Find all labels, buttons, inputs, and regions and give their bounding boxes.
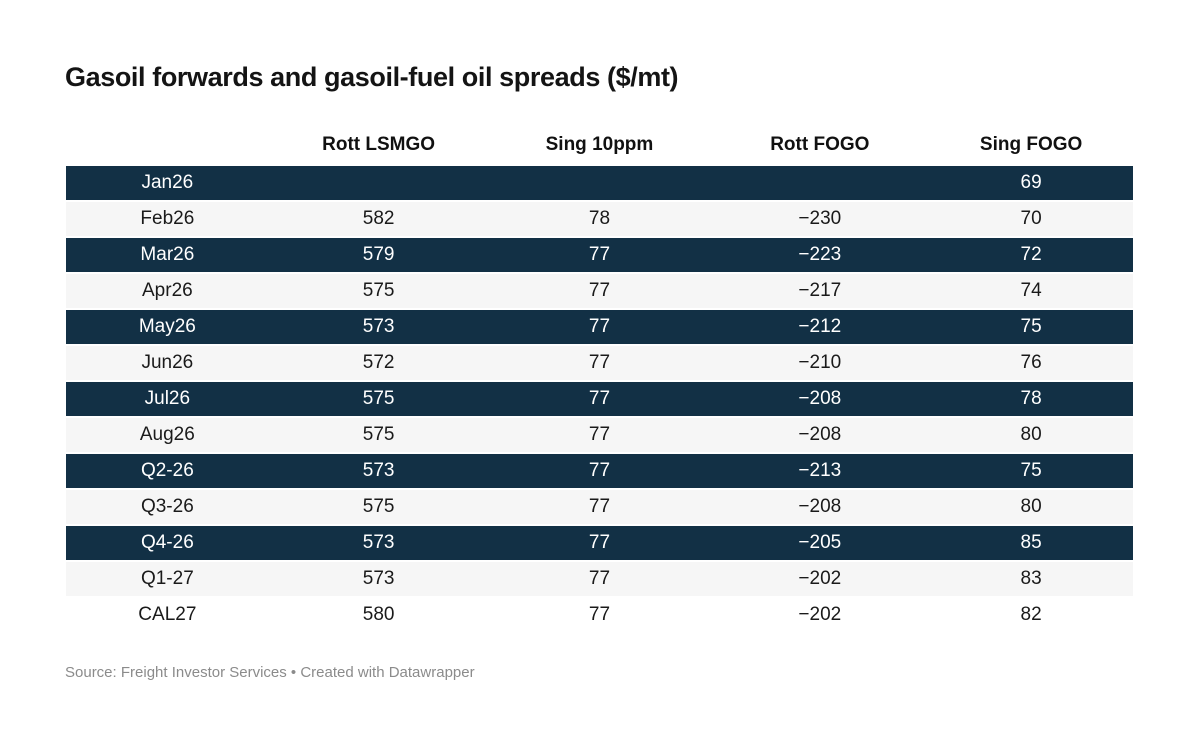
row-label-cell: Mar26 — [66, 237, 269, 274]
table-row: May26 573 77 −212 75 — [66, 309, 1133, 346]
value-cell: 78 — [929, 381, 1133, 418]
value-cell: 77 — [488, 381, 711, 418]
value-cell: 580 — [268, 597, 489, 634]
value-cell: −208 — [710, 417, 930, 454]
row-label-cell: Jul26 — [66, 381, 269, 418]
value-cell — [268, 166, 489, 202]
value-cell: 579 — [268, 237, 489, 274]
value-cell: 70 — [929, 201, 1133, 238]
table-row: Jul26 575 77 −208 78 — [66, 381, 1133, 418]
row-label-cell: Jan26 — [66, 166, 269, 202]
value-cell: 572 — [268, 345, 489, 382]
value-cell: 85 — [929, 525, 1133, 562]
table-body: Jan26 69 Feb26 582 78 −230 70 Mar26 579 77 −223 72 A… — [66, 166, 1133, 634]
row-label-column-header — [66, 94, 269, 166]
value-cell: −230 — [710, 201, 930, 238]
value-cell: 77 — [488, 561, 711, 598]
value-cell: 582 — [268, 201, 489, 238]
value-cell: 82 — [929, 597, 1133, 634]
table-row: Aug26 575 77 −208 80 — [66, 417, 1133, 454]
table-row: Jun26 572 77 −210 76 — [66, 345, 1133, 382]
table-row: Mar26 579 77 −223 72 — [66, 237, 1133, 274]
row-label-cell: Aug26 — [66, 417, 269, 454]
value-cell: −202 — [710, 561, 930, 598]
value-cell: 75 — [929, 453, 1133, 490]
chart-title: Gasoil forwards and gasoil-fuel oil spre… — [65, 62, 679, 92]
column-header: Sing FOGO — [929, 94, 1133, 166]
value-cell: 573 — [268, 525, 489, 562]
data-table-container: Rott LSMGO Sing 10ppm Rott FOGO Sing FOGO J… — [66, 94, 1133, 634]
value-cell: −210 — [710, 345, 930, 382]
value-cell: 77 — [488, 309, 711, 346]
value-cell: −208 — [710, 381, 930, 418]
value-cell: 75 — [929, 309, 1133, 346]
value-cell: −217 — [710, 273, 930, 310]
column-header: Rott FOGO — [710, 94, 930, 166]
value-cell: 77 — [488, 273, 711, 310]
value-cell: 77 — [488, 489, 711, 526]
value-cell: 74 — [929, 273, 1133, 310]
table-row: Q2-26 573 77 −213 75 — [66, 453, 1133, 490]
table-header: Rott LSMGO Sing 10ppm Rott FOGO Sing FOGO — [66, 94, 1133, 166]
table-row: Apr26 575 77 −217 74 — [66, 273, 1133, 310]
value-cell: 72 — [929, 237, 1133, 274]
value-cell: 77 — [488, 237, 711, 274]
table-row: Jan26 69 — [66, 166, 1133, 202]
row-label-cell: Jun26 — [66, 345, 269, 382]
value-cell: −202 — [710, 597, 930, 634]
row-label-cell: Q3-26 — [66, 489, 269, 526]
row-label-cell: Apr26 — [66, 273, 269, 310]
value-cell: 573 — [268, 453, 489, 490]
table-row: Q4-26 573 77 −205 85 — [66, 525, 1133, 562]
value-cell: 80 — [929, 417, 1133, 454]
value-cell: 80 — [929, 489, 1133, 526]
value-cell: 76 — [929, 345, 1133, 382]
row-label-cell: May26 — [66, 309, 269, 346]
value-cell: 575 — [268, 489, 489, 526]
table-row: Feb26 582 78 −230 70 — [66, 201, 1133, 238]
row-label-cell: Q4-26 — [66, 525, 269, 562]
data-table: Rott LSMGO Sing 10ppm Rott FOGO Sing FOGO J… — [66, 94, 1133, 634]
value-cell: 77 — [488, 597, 711, 634]
row-label-cell: Q1-27 — [66, 561, 269, 598]
value-cell: 77 — [488, 525, 711, 562]
table-row: Q1-27 573 77 −202 83 — [66, 561, 1133, 598]
column-header: Sing 10ppm — [488, 94, 711, 166]
value-cell: 78 — [488, 201, 711, 238]
source-line: Source: Freight Investor Services • Crea… — [65, 664, 475, 681]
value-cell: 575 — [268, 273, 489, 310]
value-cell: 575 — [268, 417, 489, 454]
value-cell: −223 — [710, 237, 930, 274]
value-cell: −208 — [710, 489, 930, 526]
table-row: Q3-26 575 77 −208 80 — [66, 489, 1133, 526]
row-label-cell: CAL27 — [66, 597, 269, 634]
value-cell: −212 — [710, 309, 930, 346]
table-row: CAL27 580 77 −202 82 — [66, 597, 1133, 634]
column-header: Rott LSMGO — [268, 94, 489, 166]
value-cell: 575 — [268, 381, 489, 418]
value-cell: 83 — [929, 561, 1133, 598]
header-row: Rott LSMGO Sing 10ppm Rott FOGO Sing FOGO — [66, 94, 1133, 166]
value-cell: 573 — [268, 309, 489, 346]
value-cell: −213 — [710, 453, 930, 490]
value-cell — [488, 166, 711, 202]
row-label-cell: Q2-26 — [66, 453, 269, 490]
value-cell: 77 — [488, 417, 711, 454]
value-cell: 77 — [488, 345, 711, 382]
value-cell — [710, 166, 930, 202]
value-cell: −205 — [710, 525, 930, 562]
row-label-cell: Feb26 — [66, 201, 269, 238]
value-cell: 77 — [488, 453, 711, 490]
value-cell: 69 — [929, 166, 1133, 202]
value-cell: 573 — [268, 561, 489, 598]
